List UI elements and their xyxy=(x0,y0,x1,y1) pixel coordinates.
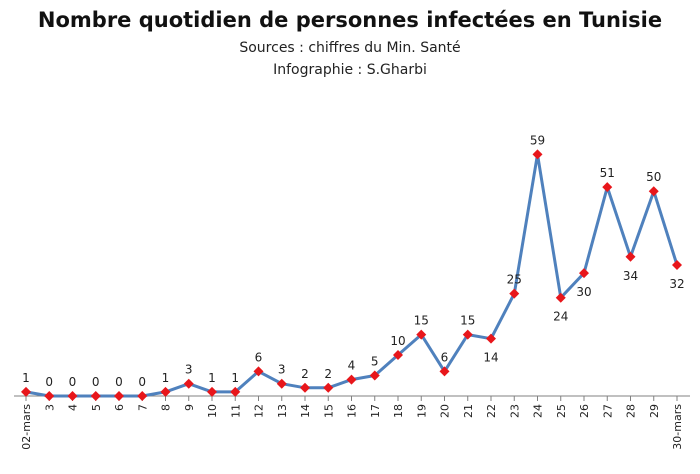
x-tick-label: 23 xyxy=(508,404,521,418)
data-point-marker xyxy=(672,259,682,270)
data-point-marker xyxy=(90,391,101,401)
x-tick-label: 21 xyxy=(462,404,475,418)
data-label: 0 xyxy=(92,375,100,389)
x-tick-label: 22 xyxy=(485,404,498,418)
data-point-marker xyxy=(21,386,31,397)
data-label: 3 xyxy=(278,363,286,377)
data-label: 59 xyxy=(530,133,545,147)
x-tick-label: 11 xyxy=(229,404,242,418)
x-tick-label: 8 xyxy=(160,404,173,411)
x-tick-label: 17 xyxy=(369,404,382,418)
x-tick-label: 16 xyxy=(346,404,359,418)
x-tick-label: 24 xyxy=(532,404,545,418)
data-label: 0 xyxy=(45,375,53,389)
data-point-marker xyxy=(602,182,613,193)
data-label: 25 xyxy=(507,273,522,287)
data-point-marker xyxy=(253,366,264,377)
x-tick-label: 18 xyxy=(392,404,405,418)
data-label: 0 xyxy=(115,375,123,389)
data-point-marker xyxy=(346,374,357,385)
data-label: 3 xyxy=(185,363,193,377)
data-label: 50 xyxy=(646,170,661,184)
data-label: 0 xyxy=(138,375,146,389)
x-tick-label: 13 xyxy=(276,404,289,418)
x-tick-label: 27 xyxy=(601,404,614,418)
chart-title: Nombre quotidien de personnes infectées … xyxy=(37,8,663,32)
data-point-marker xyxy=(67,391,78,401)
x-tick-label: 6 xyxy=(113,404,126,411)
data-label: 1 xyxy=(208,371,216,385)
data-label: 5 xyxy=(371,355,379,369)
data-point-marker xyxy=(207,386,217,397)
data-label: 10 xyxy=(390,334,405,348)
x-tick-label: 14 xyxy=(299,404,312,418)
x-tick-label: 19 xyxy=(415,404,428,418)
data-label: 6 xyxy=(441,350,449,364)
data-point-marker xyxy=(509,288,520,299)
data-point-marker xyxy=(625,251,636,262)
x-tick-label: 9 xyxy=(183,404,196,411)
data-label: 6 xyxy=(255,350,263,364)
data-point-marker xyxy=(276,378,287,389)
data-point-marker xyxy=(183,378,194,389)
data-label: 30 xyxy=(576,285,591,299)
data-point-marker xyxy=(439,366,450,377)
x-tick-label: 15 xyxy=(322,404,335,418)
data-point-marker xyxy=(393,350,403,361)
data-label: 2 xyxy=(301,367,309,381)
data-label: 34 xyxy=(623,269,638,283)
data-point-marker xyxy=(114,391,124,401)
data-point-marker xyxy=(137,391,148,401)
data-point-marker xyxy=(462,329,473,340)
data-label: 24 xyxy=(553,310,568,324)
data-label: 51 xyxy=(600,166,615,180)
data-point-marker xyxy=(416,329,427,340)
data-label: 4 xyxy=(348,359,356,373)
data-point-marker xyxy=(44,391,55,401)
data-label: 32 xyxy=(669,277,684,291)
data-point-marker xyxy=(369,370,380,381)
x-tick-label: 28 xyxy=(625,404,638,418)
data-label: 1 xyxy=(231,371,239,385)
data-label: 0 xyxy=(69,375,77,389)
data-point-marker xyxy=(486,333,496,344)
data-point-marker xyxy=(230,386,241,397)
x-tick-label: 26 xyxy=(578,404,591,418)
data-point-marker xyxy=(648,186,659,197)
x-tick-label: 30-mars xyxy=(671,404,684,450)
x-tick-label: 10 xyxy=(206,404,219,418)
x-tick-label: 12 xyxy=(253,404,266,418)
chart-subtitle-source: Sources : chiffres du Min. Santé xyxy=(239,40,461,56)
chart-subtitle-credit: Infographie : S.Gharbi xyxy=(273,62,427,78)
data-label: 1 xyxy=(162,371,170,385)
x-tick-label: 3 xyxy=(43,404,56,411)
data-point-marker xyxy=(579,268,589,279)
data-point-marker xyxy=(532,149,543,160)
data-label: 15 xyxy=(460,314,475,328)
data-point-marker xyxy=(555,292,566,303)
x-tick-label: 29 xyxy=(648,404,661,418)
x-tick-label: 7 xyxy=(136,404,149,411)
data-label: 15 xyxy=(414,314,429,328)
x-tick-label: 5 xyxy=(90,404,103,411)
data-point-marker xyxy=(323,382,334,393)
data-label: 2 xyxy=(324,367,332,381)
data-point-marker xyxy=(160,386,171,397)
data-label: 1 xyxy=(22,371,30,385)
data-label: 14 xyxy=(483,351,498,365)
x-tick-label: 4 xyxy=(67,404,80,411)
x-tick-label: 20 xyxy=(439,404,452,418)
data-point-marker xyxy=(300,382,310,393)
x-tick-label: 25 xyxy=(555,404,568,418)
x-tick-label: 02-mars xyxy=(20,404,33,450)
